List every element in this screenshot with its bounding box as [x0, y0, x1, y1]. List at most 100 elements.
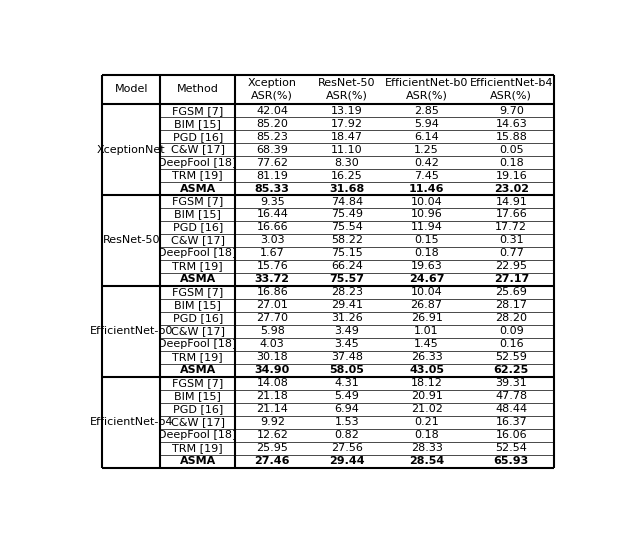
- Text: DeepFool [18]: DeepFool [18]: [159, 249, 237, 258]
- Text: ASMA: ASMA: [179, 365, 216, 375]
- Text: 47.78: 47.78: [495, 391, 527, 401]
- Text: 27.01: 27.01: [257, 300, 288, 310]
- Text: 1.67: 1.67: [260, 249, 285, 258]
- Text: FGSM [7]: FGSM [7]: [172, 106, 223, 115]
- Text: C&W [17]: C&W [17]: [171, 235, 225, 245]
- Text: 30.18: 30.18: [257, 352, 288, 362]
- Text: 27.17: 27.17: [493, 274, 529, 285]
- Text: 75.54: 75.54: [331, 222, 363, 233]
- Text: 1.25: 1.25: [414, 144, 439, 155]
- Text: 29.41: 29.41: [331, 300, 363, 310]
- Text: 0.18: 0.18: [414, 430, 439, 440]
- Text: 52.59: 52.59: [495, 352, 527, 362]
- Text: 25.69: 25.69: [495, 287, 527, 297]
- Text: 5.49: 5.49: [335, 391, 359, 401]
- Text: 28.20: 28.20: [495, 313, 527, 323]
- Text: 75.57: 75.57: [330, 274, 364, 285]
- Text: 10.04: 10.04: [411, 287, 442, 297]
- Text: FGSM [7]: FGSM [7]: [172, 378, 223, 388]
- Text: TRM [19]: TRM [19]: [172, 352, 223, 362]
- Text: 0.21: 0.21: [414, 417, 439, 427]
- Text: BIM [15]: BIM [15]: [174, 119, 221, 129]
- Text: EfficientNet-b4: EfficientNet-b4: [90, 417, 173, 427]
- Text: 0.05: 0.05: [499, 144, 524, 155]
- Text: 77.62: 77.62: [256, 157, 288, 168]
- Text: DeepFool [18]: DeepFool [18]: [159, 339, 237, 349]
- Text: 13.19: 13.19: [331, 106, 363, 115]
- Text: 14.91: 14.91: [495, 197, 527, 207]
- Text: ResNet-50: ResNet-50: [102, 235, 160, 245]
- Text: 0.31: 0.31: [499, 235, 524, 245]
- Text: 0.82: 0.82: [335, 430, 359, 440]
- Text: 3.49: 3.49: [335, 326, 359, 336]
- Text: 1.53: 1.53: [335, 417, 359, 427]
- Text: 0.18: 0.18: [414, 249, 439, 258]
- Text: 10.04: 10.04: [411, 197, 442, 207]
- Text: EfficientNet-b0
ASR(%): EfficientNet-b0 ASR(%): [385, 78, 468, 100]
- Text: BIM [15]: BIM [15]: [174, 391, 221, 401]
- Text: TRM [19]: TRM [19]: [172, 171, 223, 180]
- Text: ASMA: ASMA: [179, 456, 216, 466]
- Text: 5.94: 5.94: [414, 119, 439, 129]
- Text: 85.33: 85.33: [255, 184, 290, 193]
- Text: TRM [19]: TRM [19]: [172, 262, 223, 271]
- Text: 28.23: 28.23: [331, 287, 363, 297]
- Text: 17.66: 17.66: [495, 209, 527, 220]
- Text: Model: Model: [115, 84, 148, 95]
- Text: 16.25: 16.25: [331, 171, 363, 180]
- Text: 6.14: 6.14: [414, 132, 439, 142]
- Text: Xception
ASR(%): Xception ASR(%): [248, 78, 297, 100]
- Text: 0.42: 0.42: [414, 157, 439, 168]
- Text: 9.92: 9.92: [260, 417, 285, 427]
- Text: 0.77: 0.77: [499, 249, 524, 258]
- Text: 28.17: 28.17: [495, 300, 527, 310]
- Text: DeepFool [18]: DeepFool [18]: [159, 430, 237, 440]
- Text: C&W [17]: C&W [17]: [171, 144, 225, 155]
- Text: 0.16: 0.16: [499, 339, 524, 349]
- Text: DeepFool [18]: DeepFool [18]: [159, 157, 237, 168]
- Text: PGD [16]: PGD [16]: [173, 404, 223, 414]
- Text: FGSM [7]: FGSM [7]: [172, 197, 223, 207]
- Text: 15.76: 15.76: [257, 262, 288, 271]
- Text: BIM [15]: BIM [15]: [174, 300, 221, 310]
- Text: 19.16: 19.16: [495, 171, 527, 180]
- Text: FGSM [7]: FGSM [7]: [172, 287, 223, 297]
- Text: 25.95: 25.95: [257, 443, 288, 453]
- Text: 3.45: 3.45: [335, 339, 359, 349]
- Text: 5.98: 5.98: [260, 326, 285, 336]
- Text: XceptionNet: XceptionNet: [97, 144, 166, 155]
- Text: 85.23: 85.23: [257, 132, 288, 142]
- Text: EfficientNet-b0: EfficientNet-b0: [90, 326, 173, 336]
- Text: 18.12: 18.12: [411, 378, 442, 388]
- Text: 58.05: 58.05: [330, 365, 364, 375]
- Text: 68.39: 68.39: [257, 144, 288, 155]
- Text: 62.25: 62.25: [493, 365, 529, 375]
- Text: 14.08: 14.08: [257, 378, 288, 388]
- Text: 42.04: 42.04: [256, 106, 288, 115]
- Text: C&W [17]: C&W [17]: [171, 417, 225, 427]
- Text: 0.09: 0.09: [499, 326, 524, 336]
- Text: 2.85: 2.85: [414, 106, 439, 115]
- Text: 37.48: 37.48: [331, 352, 363, 362]
- Text: 81.19: 81.19: [257, 171, 288, 180]
- Text: PGD [16]: PGD [16]: [173, 313, 223, 323]
- Text: 65.93: 65.93: [493, 456, 529, 466]
- Text: 18.47: 18.47: [331, 132, 363, 142]
- Text: 16.44: 16.44: [257, 209, 288, 220]
- Text: PGD [16]: PGD [16]: [173, 222, 223, 233]
- Text: 26.33: 26.33: [411, 352, 442, 362]
- Text: 7.45: 7.45: [414, 171, 439, 180]
- Text: 29.44: 29.44: [329, 456, 365, 466]
- Text: 85.20: 85.20: [257, 119, 288, 129]
- Text: 1.01: 1.01: [414, 326, 439, 336]
- Text: 4.31: 4.31: [335, 378, 359, 388]
- Text: PGD [16]: PGD [16]: [173, 132, 223, 142]
- Text: 19.63: 19.63: [411, 262, 442, 271]
- Text: 23.02: 23.02: [494, 184, 529, 193]
- Text: 28.33: 28.33: [411, 443, 442, 453]
- Text: 11.46: 11.46: [409, 184, 444, 193]
- Text: 52.54: 52.54: [495, 443, 527, 453]
- Text: 21.02: 21.02: [411, 404, 442, 414]
- Text: 75.15: 75.15: [331, 249, 363, 258]
- Text: 66.24: 66.24: [331, 262, 363, 271]
